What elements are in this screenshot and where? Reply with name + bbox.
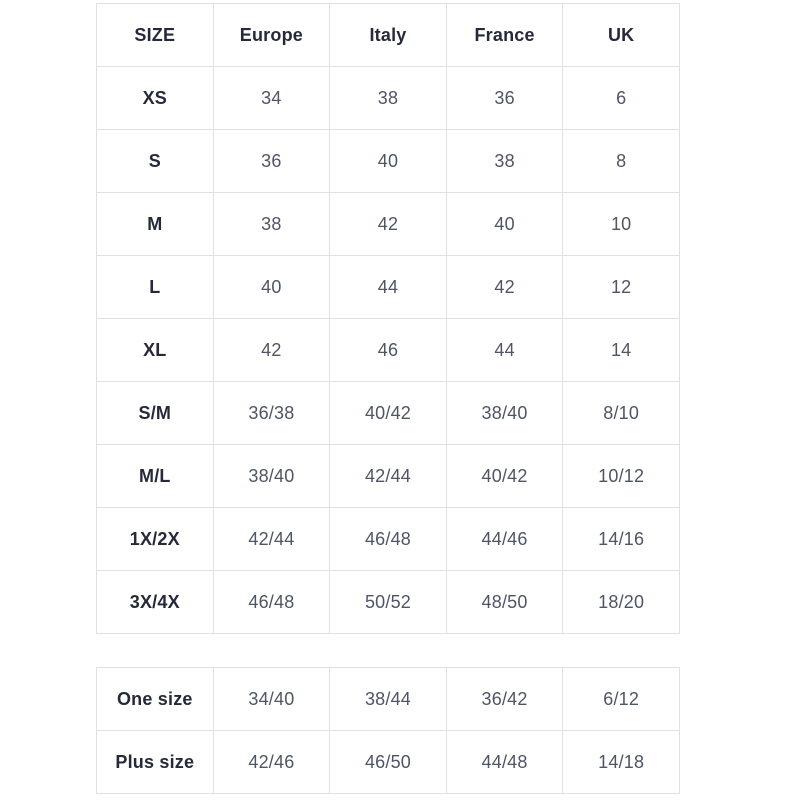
table-row: L 40 44 42 12: [96, 255, 680, 319]
size-value-cell: 42: [329, 192, 447, 256]
size-value-cell: 44/46: [445, 507, 564, 571]
column-header-italy: Italy: [329, 3, 447, 67]
size-value-cell: 44/48: [445, 730, 564, 794]
table-row: M 38 42 40 10: [96, 192, 680, 256]
row-label: 3X/4X: [96, 570, 214, 634]
table-row: XL 42 46 44 14: [96, 318, 680, 382]
size-value-cell: 18/20: [562, 570, 680, 634]
size-value-cell: 40/42: [329, 381, 447, 445]
table-row: XS 34 38 36 6: [96, 66, 680, 130]
row-label: M: [96, 192, 214, 256]
size-value-cell: 50/52: [329, 570, 447, 634]
size-value-cell: 36/42: [445, 667, 564, 731]
size-value-cell: 14/16: [562, 507, 680, 571]
size-value-cell: 42/44: [329, 444, 447, 508]
table-row: S 36 40 38 8: [96, 129, 680, 193]
size-value-cell: 46/50: [329, 730, 447, 794]
size-value-cell: 38/40: [212, 444, 331, 508]
row-label: L: [96, 255, 214, 319]
size-value-cell: 48/50: [445, 570, 564, 634]
size-value-cell: 46/48: [212, 570, 331, 634]
row-label: Plus size: [96, 730, 214, 794]
size-value-cell: 6: [562, 66, 680, 130]
column-header-uk: UK: [562, 3, 680, 67]
row-label: XS: [96, 66, 214, 130]
size-value-cell: 36: [445, 66, 564, 130]
table-row: 3X/4X 46/48 50/52 48/50 18/20: [96, 570, 680, 634]
size-value-cell: 42: [212, 318, 331, 382]
column-header-size: SIZE: [96, 3, 214, 67]
size-value-cell: 40/42: [445, 444, 564, 508]
size-value-cell: 38/40: [445, 381, 564, 445]
row-label: S/M: [96, 381, 214, 445]
size-value-cell: 46: [329, 318, 447, 382]
size-value-cell: 36: [212, 129, 331, 193]
size-value-cell: 10/12: [562, 444, 680, 508]
row-label: 1X/2X: [96, 507, 214, 571]
column-header-france: France: [445, 3, 564, 67]
table-row: S/M 36/38 40/42 38/40 8/10: [96, 381, 680, 445]
size-value-cell: 38: [212, 192, 331, 256]
size-value-cell: 34: [212, 66, 331, 130]
row-label: XL: [96, 318, 214, 382]
size-value-cell: 6/12: [562, 667, 680, 731]
size-value-cell: 40: [445, 192, 564, 256]
table-row: 1X/2X 42/44 46/48 44/46 14/16: [96, 507, 680, 571]
size-value-cell: 40: [212, 255, 331, 319]
size-value-cell: 42: [445, 255, 564, 319]
size-value-cell: 44: [329, 255, 447, 319]
table-row: Plus size 42/46 46/50 44/48 14/18: [96, 730, 680, 794]
size-value-cell: 44: [445, 318, 564, 382]
table-row: M/L 38/40 42/44 40/42 10/12: [96, 444, 680, 508]
size-value-cell: 42/44: [212, 507, 331, 571]
size-value-cell: 14: [562, 318, 680, 382]
table-header-row: SIZE Europe Italy France UK: [96, 3, 680, 67]
size-value-cell: 46/48: [329, 507, 447, 571]
size-value-cell: 10: [562, 192, 680, 256]
size-value-cell: 38/44: [329, 667, 447, 731]
size-value-cell: 42/46: [212, 730, 331, 794]
table-row: One size 34/40 38/44 36/42 6/12: [96, 667, 680, 731]
row-label: One size: [96, 667, 214, 731]
size-value-cell: 14/18: [562, 730, 680, 794]
size-value-cell: 12: [562, 255, 680, 319]
size-value-cell: 8: [562, 129, 680, 193]
size-value-cell: 38: [445, 129, 564, 193]
row-label: S: [96, 129, 214, 193]
size-value-cell: 36/38: [212, 381, 331, 445]
size-conversion-table: SIZE Europe Italy France UK XS 34 38 36 6 S 36 40 38…: [96, 3, 680, 634]
size-value-cell: 40: [329, 129, 447, 193]
size-value-cell: 38: [329, 66, 447, 130]
size-value-cell: 8/10: [562, 381, 680, 445]
special-sizes-table: One size 34/40 38/44 36/42 6/12 Plus size 42/4…: [96, 667, 680, 794]
row-label: M/L: [96, 444, 214, 508]
size-value-cell: 34/40: [212, 667, 331, 731]
column-header-europe: Europe: [212, 3, 331, 67]
